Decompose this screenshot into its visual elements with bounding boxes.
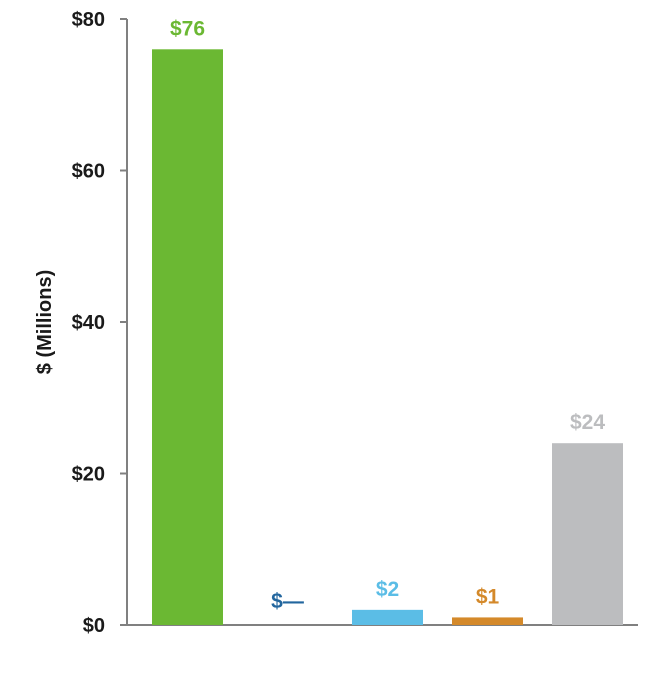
y-tick-label: $40 — [72, 312, 105, 334]
data-label: $— — [271, 590, 304, 613]
y-axis-title: $ (Millions) — [34, 270, 56, 374]
y-tick-label: $0 — [83, 615, 105, 637]
y-tick-label: $80 — [72, 9, 105, 31]
y-tick-label: $60 — [72, 161, 105, 183]
data-label: $1 — [476, 585, 500, 608]
data-label: $2 — [376, 578, 399, 601]
bar — [552, 443, 623, 625]
data-labels: $76 $— $2 $1 $24 — [170, 17, 605, 613]
bar — [452, 617, 523, 625]
data-label: $76 — [170, 17, 205, 40]
y-tick-label: $20 — [72, 464, 105, 486]
bar — [152, 49, 223, 626]
bars — [152, 49, 623, 626]
bar — [352, 609, 423, 625]
data-label: $24 — [570, 411, 605, 434]
